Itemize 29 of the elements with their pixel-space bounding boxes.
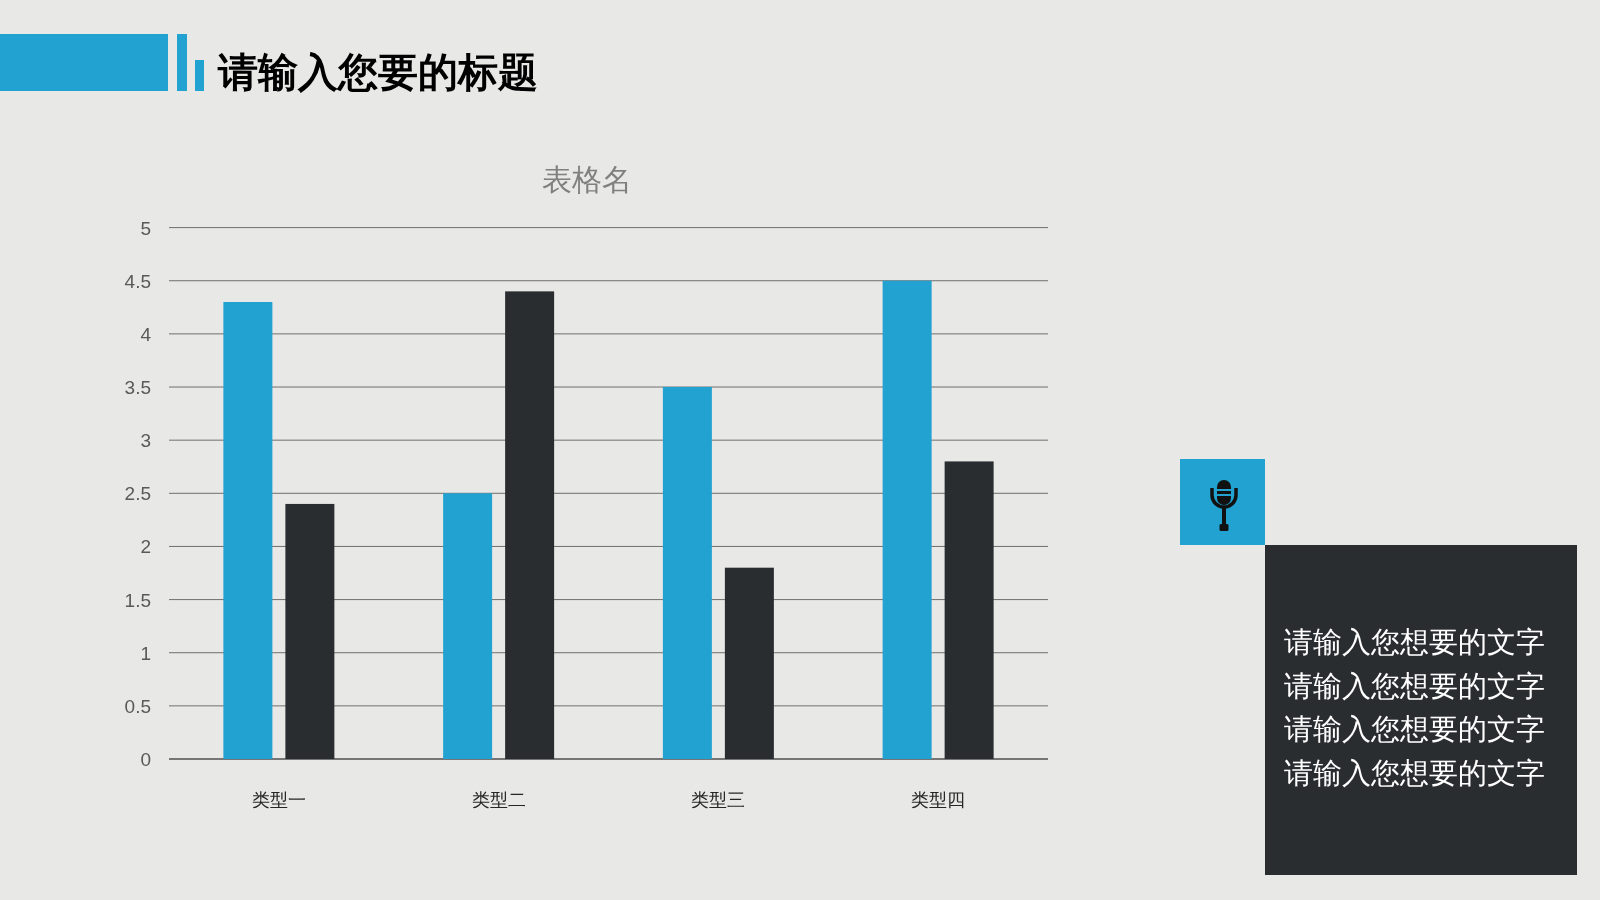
bar — [505, 291, 555, 759]
text: 请输入您想要的文字 — [1284, 626, 1545, 658]
y-tick-label: 1.5 — [124, 589, 151, 611]
bar — [944, 461, 994, 759]
y-tick-label: 2.5 — [124, 483, 151, 505]
x-tick-label: 类型三 — [691, 790, 746, 810]
text: 请输入您想要的文字 — [1284, 756, 1545, 789]
x-tick-label: 类型一 — [251, 790, 306, 810]
y-tick-label: 3.5 — [124, 377, 151, 399]
chart-title: 请输入您要的标题 — [217, 48, 538, 95]
y-tick-label: 4 — [140, 323, 152, 345]
y-tick-label: 4.5 — [124, 270, 151, 292]
bar — [882, 280, 932, 759]
x-tick-label: 类型四 — [911, 790, 966, 810]
bar — [662, 387, 712, 759]
y-tick-label: 1 — [140, 642, 151, 664]
y-tick-label: 2 — [140, 536, 151, 558]
text: 请输入您想要的文字 — [1284, 669, 1545, 702]
y-tick-label: 0.5 — [124, 695, 151, 717]
y-tick-label: 0 — [140, 749, 151, 770]
bar — [223, 302, 273, 759]
bar — [724, 567, 774, 759]
x-tick-label: 类型二 — [471, 790, 526, 810]
bar — [285, 503, 335, 759]
bar — [443, 493, 493, 759]
y-tick-label: 5 — [140, 217, 151, 239]
y-tick-label: 3 — [140, 430, 151, 452]
chart-subtitle: 表格名 — [542, 163, 632, 196]
text: 请输入您想要的文字 — [1284, 713, 1545, 745]
